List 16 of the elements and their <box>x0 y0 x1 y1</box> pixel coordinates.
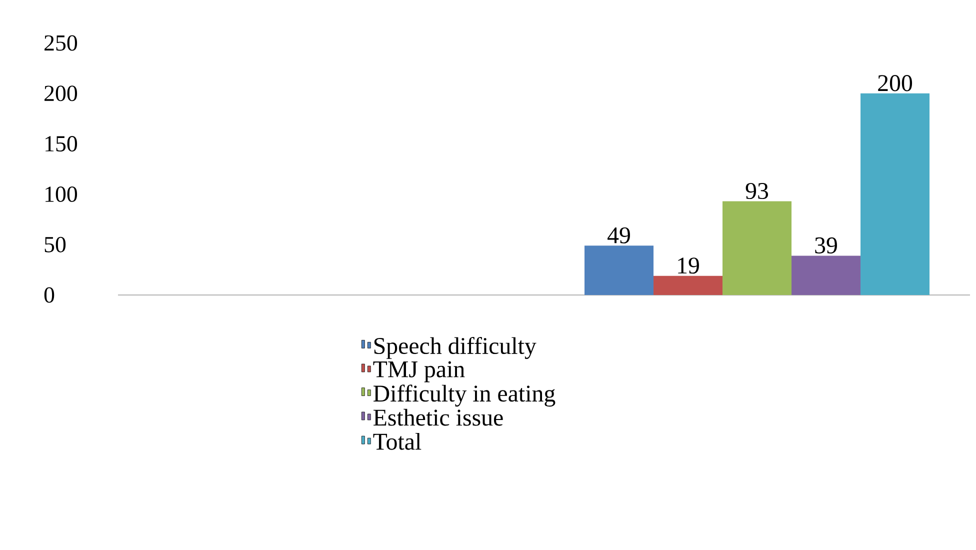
y-tick-label: 250 <box>44 35 78 51</box>
legend-label: Esthetic issue <box>374 408 503 426</box>
data-label: 19 <box>678 258 699 274</box>
y-tick-label: 150 <box>46 136 78 152</box>
legend-label: Total <box>373 432 422 450</box>
data-label: 93 <box>746 182 768 200</box>
y-tick-label: 50 <box>44 236 66 252</box>
legend-label: Difficulty in eating <box>374 384 556 407</box>
legend-label: TMJ pain <box>373 361 465 382</box>
y-tick-label: 0 <box>44 287 54 303</box>
data-label: 49 <box>608 227 630 244</box>
data-label: 39 <box>815 237 837 254</box>
legend-label: Speech difficulty <box>374 336 536 359</box>
y-tick-label: 200 <box>44 86 78 102</box>
data-label: 200 <box>878 75 912 92</box>
y-tick-label: 100 <box>46 186 78 202</box>
